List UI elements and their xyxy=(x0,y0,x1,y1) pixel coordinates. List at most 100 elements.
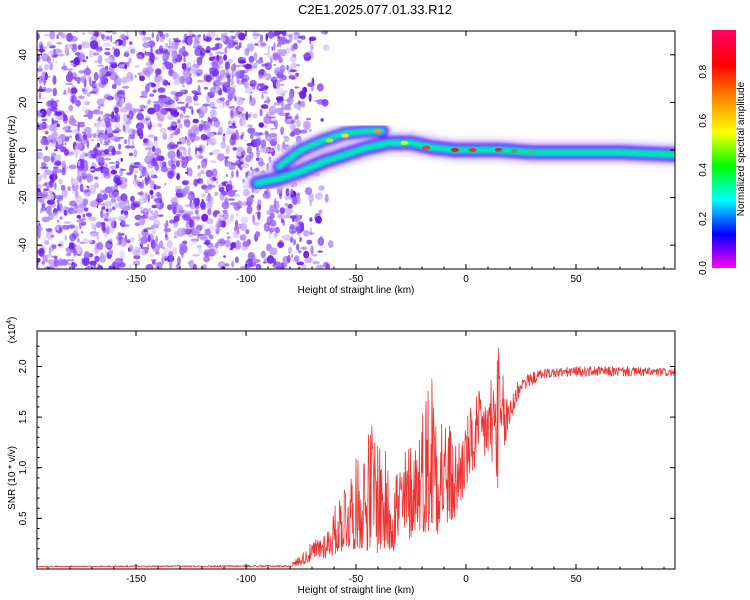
noise-speck xyxy=(222,212,229,219)
noise-speck xyxy=(236,230,240,235)
noise-speck xyxy=(93,109,101,115)
noise-speck xyxy=(233,88,236,95)
noise-speck xyxy=(273,145,277,151)
noise-speck xyxy=(76,214,82,219)
noise-speck xyxy=(299,129,308,134)
noise-speck xyxy=(104,200,113,207)
noise-speck xyxy=(178,146,186,151)
noise-speck xyxy=(101,206,106,211)
noise-speck xyxy=(212,106,218,110)
noise-speck xyxy=(153,219,161,227)
noise-speck xyxy=(176,160,180,168)
noise-speck xyxy=(260,250,266,259)
noise-speck xyxy=(96,221,102,228)
noise-speck xyxy=(319,239,323,244)
noise-speck xyxy=(77,238,80,243)
noise-speck xyxy=(252,259,261,263)
noise-speck xyxy=(167,204,173,211)
signal-hotspot xyxy=(400,140,409,145)
noise-speck xyxy=(56,99,60,103)
noise-speck xyxy=(212,149,220,155)
noise-speck xyxy=(190,64,198,75)
noise-speck xyxy=(263,222,270,232)
noise-speck xyxy=(108,161,115,165)
noise-speck xyxy=(292,259,296,262)
noise-speck xyxy=(49,202,54,206)
noise-speck xyxy=(147,140,154,149)
noise-speck xyxy=(155,251,160,255)
noise-speck xyxy=(165,43,169,48)
noise-speck xyxy=(80,231,84,234)
noise-speck xyxy=(133,254,141,260)
noise-speck xyxy=(242,189,250,197)
noise-speck xyxy=(246,196,254,204)
noise-speck xyxy=(325,263,331,269)
noise-speck xyxy=(100,110,104,115)
noise-speck xyxy=(115,160,120,167)
noise-speck xyxy=(43,236,46,243)
noise-speck xyxy=(175,91,183,97)
noise-speck xyxy=(218,214,225,217)
noise-speck xyxy=(125,145,131,149)
noise-speck xyxy=(82,32,85,35)
noise-speck xyxy=(56,115,65,121)
noise-speck xyxy=(170,163,176,170)
noise-speck xyxy=(151,260,156,265)
noise-speck xyxy=(267,31,275,39)
noise-speck xyxy=(264,70,267,77)
noise-speck xyxy=(134,246,140,254)
noise-speck xyxy=(182,51,189,57)
noise-speck xyxy=(316,83,324,92)
x-tick-label: -100 xyxy=(236,274,256,285)
noise-speck xyxy=(278,56,284,64)
noise-speck xyxy=(171,158,177,164)
noise-speck xyxy=(252,31,259,40)
noise-speck xyxy=(160,107,168,116)
noise-speck xyxy=(245,171,249,179)
noise-speck xyxy=(65,136,70,143)
noise-speck xyxy=(92,132,97,139)
noise-speck xyxy=(92,86,99,95)
noise-speck xyxy=(187,179,191,182)
noise-speck xyxy=(111,31,117,35)
noise-speck xyxy=(255,59,264,64)
noise-speck xyxy=(114,113,121,123)
noise-speck xyxy=(194,37,202,41)
noise-speck xyxy=(48,190,54,194)
noise-speck xyxy=(82,59,87,63)
noise-speck xyxy=(197,79,204,83)
colorbar-tick-label: 0.8 xyxy=(698,64,709,78)
noise-speck xyxy=(124,50,129,54)
noise-speck xyxy=(150,180,155,190)
noise-speck xyxy=(125,172,134,175)
noise-speck xyxy=(231,170,234,179)
noise-speck xyxy=(243,79,248,89)
noise-speck xyxy=(193,94,199,102)
noise-speck xyxy=(124,63,128,70)
noise-speck xyxy=(42,188,50,192)
noise-speck xyxy=(156,214,164,217)
noise-speck xyxy=(68,224,75,229)
noise-speck xyxy=(214,191,219,196)
noise-speck xyxy=(240,216,249,224)
noise-speck xyxy=(252,113,258,119)
noise-speck xyxy=(65,247,71,253)
noise-speck xyxy=(192,263,197,269)
noise-speck xyxy=(58,257,63,267)
noise-speck xyxy=(208,152,214,156)
noise-speck xyxy=(51,120,59,124)
noise-speck xyxy=(185,95,193,104)
noise-speck xyxy=(161,252,169,258)
noise-speck xyxy=(273,54,281,59)
noise-speck xyxy=(133,178,139,186)
noise-speck xyxy=(145,263,154,269)
noise-speck xyxy=(285,116,293,120)
noise-speck xyxy=(134,65,140,68)
colorbar-label: Normalized spectral amplitude xyxy=(736,81,747,216)
noise-speck xyxy=(308,93,312,102)
noise-speck xyxy=(92,52,100,56)
colorbar-gradient xyxy=(712,30,736,268)
noise-speck xyxy=(168,253,174,263)
noise-speck xyxy=(192,253,201,257)
